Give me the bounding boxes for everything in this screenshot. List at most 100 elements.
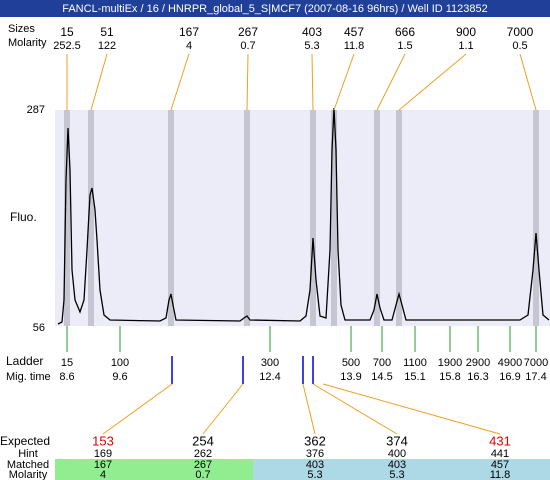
peak-molarity: 0.5	[512, 40, 527, 52]
peak-connector	[170, 53, 190, 111]
ladder-size: 500	[342, 357, 360, 369]
title: FANCL-multiEx / 16 / HNRPR_global_5_S|MC…	[62, 3, 488, 15]
band	[244, 110, 250, 326]
peak-bands	[64, 110, 539, 326]
ladder-time: 9.6	[112, 371, 127, 383]
content: 15252.55112216742670.74035.345711.86661.…	[0, 25, 548, 480]
matched: 167	[94, 459, 112, 471]
peak-molarity: 252.5	[53, 40, 81, 52]
ladder-size: 2900	[466, 357, 490, 369]
y-axis-label: Fluo.	[10, 210, 37, 224]
expected-size: 431	[489, 433, 511, 448]
ladder-size: 7000	[524, 357, 548, 369]
ladder-size: 100	[111, 357, 129, 369]
band	[533, 110, 539, 326]
expected-connector	[322, 383, 501, 435]
band	[310, 110, 316, 326]
matched: 403	[388, 459, 406, 471]
peak-connector	[398, 53, 467, 111]
band	[331, 110, 337, 326]
peak-size: 457	[344, 25, 364, 39]
matched-bg-green	[55, 459, 253, 480]
y-top-label: 287	[27, 104, 45, 116]
matched-molarity: 0.7	[195, 469, 210, 480]
peak-molarity: 1.5	[397, 40, 412, 52]
ladder-time: 8.6	[59, 371, 74, 383]
ladder-size: 15	[61, 357, 73, 369]
peak-connector	[519, 53, 537, 111]
peak-molarity: 122	[98, 40, 116, 52]
peak-connector	[333, 53, 355, 111]
band	[64, 110, 70, 326]
row-label: Molarity	[9, 469, 48, 480]
matched-molarity: 4	[100, 469, 106, 480]
ladder-size: 1900	[438, 357, 462, 369]
ladder-time: 16.3	[467, 371, 488, 383]
ladder-time: 12.4	[259, 371, 280, 383]
peak-size: 267	[238, 25, 258, 39]
expected-connector	[302, 383, 316, 435]
peak-size: 7000	[507, 25, 534, 39]
ladder-size: 1100	[403, 357, 427, 369]
peak-molarity: 4	[186, 40, 192, 52]
peak-connector	[90, 53, 108, 111]
peak-size: 403	[302, 25, 322, 39]
hint: 169	[94, 448, 112, 460]
expected-connector	[202, 383, 244, 435]
ladder-size: 4900	[498, 357, 522, 369]
hint: 262	[194, 448, 212, 460]
ladder-label: Ladder	[6, 354, 43, 368]
expected-connector	[102, 383, 173, 435]
y-bottom-label: 56	[33, 322, 45, 334]
row-label: Matched	[7, 459, 49, 471]
plot-area	[55, 110, 550, 326]
peak-molarity: 1.1	[458, 40, 473, 52]
matched-molarity: 11.8	[490, 469, 511, 480]
peak-molarity: 5.3	[304, 40, 319, 52]
ladder-size: 300	[261, 357, 279, 369]
matched: 403	[306, 459, 324, 471]
matched-molarity: 5.3	[307, 469, 322, 480]
expected-connector	[312, 383, 398, 435]
row-label: Hint	[18, 448, 38, 460]
band	[88, 110, 94, 326]
band	[168, 110, 174, 326]
ladder-time: 16.9	[499, 371, 520, 383]
expected-size: 374	[386, 433, 408, 448]
matched-bg-blue	[253, 459, 550, 480]
peak-connector	[311, 53, 314, 111]
expected-size: 362	[304, 433, 326, 448]
peak-size: 167	[179, 25, 199, 39]
peak-molarity: 11.8	[344, 40, 365, 52]
peak-connector	[376, 53, 406, 111]
matched: 267	[194, 459, 212, 471]
ladder-time: 13.9	[340, 371, 361, 383]
molarity-label: Molarity	[8, 37, 47, 49]
ladder-size: 700	[373, 357, 391, 369]
matched-molarity: 5.3	[389, 469, 404, 480]
peak-size: 51	[100, 25, 114, 39]
hint: 376	[306, 448, 324, 460]
title-bar	[0, 0, 550, 17]
peak-molarity: 0.7	[240, 40, 255, 52]
ladder-time: 15.8	[439, 371, 460, 383]
peak-connector	[246, 53, 249, 111]
row-label: Expected	[0, 434, 50, 448]
hint: 400	[388, 448, 406, 460]
band	[396, 110, 402, 326]
peak-size: 15	[60, 25, 74, 39]
peak-size: 900	[456, 25, 476, 39]
hint: 441	[491, 448, 509, 460]
peak-size: 666	[395, 25, 415, 39]
matched: 457	[491, 459, 509, 471]
expected-size: 153	[92, 433, 114, 448]
ladder-time: 14.5	[371, 371, 392, 383]
mig-time-label: Mig. time	[6, 371, 51, 383]
ladder-time: 17.4	[525, 371, 546, 383]
band	[374, 110, 380, 326]
trace	[57, 107, 550, 325]
ladder-time: 15.1	[404, 371, 425, 383]
sizes-label: Sizes	[8, 23, 35, 35]
expected-size: 254	[192, 433, 214, 448]
